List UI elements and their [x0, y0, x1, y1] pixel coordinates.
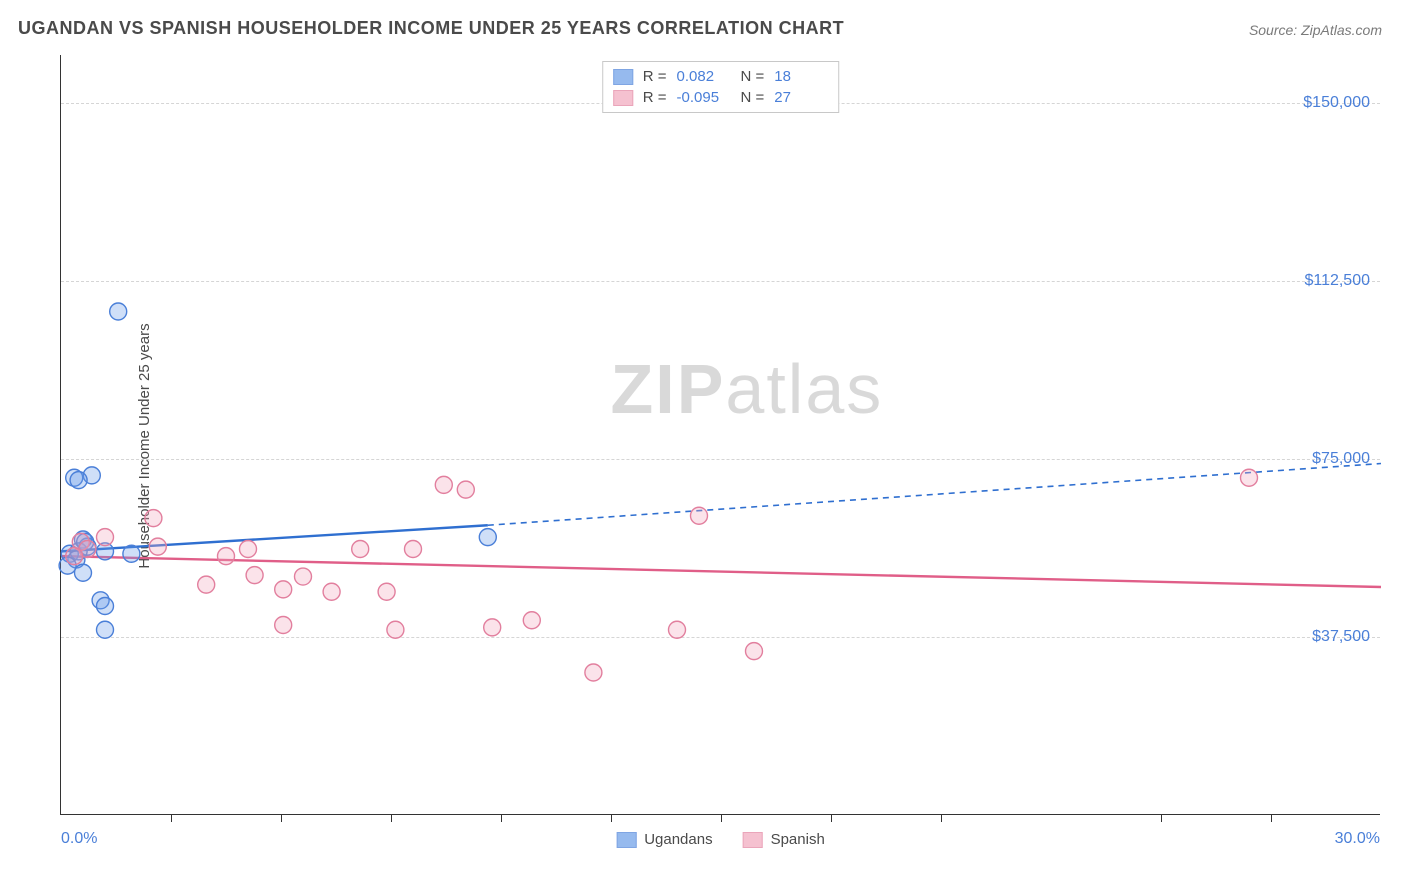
x-tick — [831, 814, 832, 822]
x-tick — [281, 814, 282, 822]
label-n: N = — [741, 68, 765, 85]
x-axis-min-label: 0.0% — [61, 830, 97, 848]
swatch-spanish — [613, 90, 633, 106]
chart-title: UGANDAN VS SPANISH HOUSEHOLDER INCOME UN… — [18, 18, 844, 39]
legend-swatch-ugandans — [616, 832, 636, 848]
legend: Ugandans Spanish — [616, 831, 825, 848]
legend-item-ugandans: Ugandans — [616, 831, 712, 848]
stats-row-spanish: R = -0.095 N = 27 — [613, 87, 829, 108]
label-r: R = — [643, 89, 667, 106]
value-r-ugandans: 0.082 — [677, 68, 731, 85]
scatter-plot — [61, 55, 1380, 814]
source-label: Source: ZipAtlas.com — [1249, 22, 1382, 38]
x-axis-max-label: 30.0% — [1335, 830, 1380, 848]
label-r: R = — [643, 68, 667, 85]
x-tick — [501, 814, 502, 822]
x-tick — [391, 814, 392, 822]
x-tick — [721, 814, 722, 822]
value-r-spanish: -0.095 — [677, 89, 731, 106]
legend-swatch-spanish — [743, 832, 763, 848]
x-tick — [171, 814, 172, 822]
x-tick — [1271, 814, 1272, 822]
x-tick — [611, 814, 612, 822]
legend-item-spanish: Spanish — [743, 831, 825, 848]
stats-row-ugandans: R = 0.082 N = 18 — [613, 66, 829, 87]
x-tick — [1161, 814, 1162, 822]
legend-label-ugandans: Ugandans — [644, 831, 712, 848]
chart-area: ZIPatlas $37,500$75,000$112,500$150,000 … — [60, 55, 1380, 815]
value-n-ugandans: 18 — [774, 68, 828, 85]
label-n: N = — [741, 89, 765, 106]
value-n-spanish: 27 — [774, 89, 828, 106]
correlation-stats-box: R = 0.082 N = 18 R = -0.095 N = 27 — [602, 61, 840, 113]
legend-label-spanish: Spanish — [771, 831, 825, 848]
x-tick — [941, 814, 942, 822]
swatch-ugandans — [613, 69, 633, 85]
